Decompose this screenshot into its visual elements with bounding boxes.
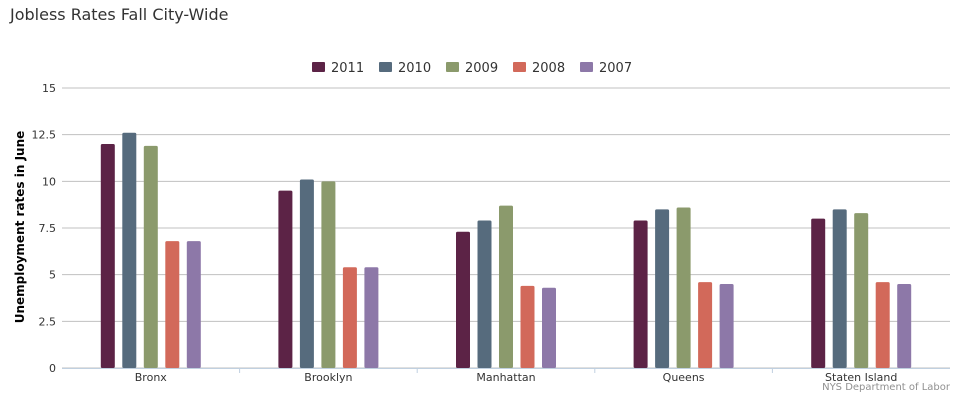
bar [676, 207, 691, 368]
bar [165, 241, 180, 368]
legend-label: 2011 [331, 61, 364, 76]
bars [100, 132, 912, 368]
legend-swatch [312, 62, 325, 72]
bar [854, 213, 869, 368]
bar [342, 267, 357, 368]
y-tick-label: 7.5 [39, 222, 57, 235]
y-tick-label: 10 [42, 175, 56, 188]
chart-title: Jobless Rates Fall City-Wide [9, 5, 228, 24]
bar [299, 179, 314, 368]
bar [897, 284, 912, 368]
legend-label: 2007 [599, 61, 632, 76]
bar [719, 284, 734, 368]
y-tick-label: 12.5 [32, 129, 57, 142]
legend-swatch [446, 62, 459, 72]
legend-label: 2009 [465, 61, 498, 76]
legend-swatch [513, 62, 526, 72]
y-axis-ticks: 0 2.5 5 7.5 10 12.5 15 [32, 82, 57, 375]
bar [278, 190, 293, 368]
legend-label: 2008 [532, 61, 565, 76]
y-tick-label: 2.5 [39, 315, 57, 328]
bar [100, 144, 115, 368]
legend: 2011 2010 2009 2008 2007 [312, 61, 632, 76]
bar [122, 132, 137, 368]
x-tick-label: Queens [663, 371, 705, 384]
bar [698, 282, 713, 368]
bar [832, 209, 847, 368]
bar [143, 145, 158, 368]
legend-swatch [580, 62, 593, 72]
y-tick-label: 0 [49, 362, 56, 375]
bar [477, 220, 492, 368]
x-tick-label: Brooklyn [304, 371, 352, 384]
bar [499, 205, 513, 368]
legend-swatch [379, 62, 392, 72]
bar [520, 285, 535, 368]
bar [633, 220, 648, 368]
bar [186, 241, 201, 368]
bar [875, 282, 890, 368]
bar [811, 218, 826, 368]
bar [456, 231, 470, 368]
y-tick-label: 15 [42, 82, 56, 95]
x-axis: Bronx Brooklyn Manhattan Queens Staten Islan… [62, 368, 950, 384]
bar [655, 209, 670, 368]
y-tick-label: 5 [49, 269, 56, 282]
bar [364, 267, 379, 368]
bar [542, 287, 556, 368]
x-tick-label: Bronx [135, 371, 168, 384]
x-tick-label: Manhattan [476, 371, 535, 384]
legend-label: 2010 [398, 61, 431, 76]
credit-text: NYS Department of Labor [822, 382, 951, 393]
y-axis-label: Unemployment rates in June [13, 131, 27, 324]
bar [321, 181, 336, 368]
x-tick-label: Staten Island [825, 371, 897, 384]
